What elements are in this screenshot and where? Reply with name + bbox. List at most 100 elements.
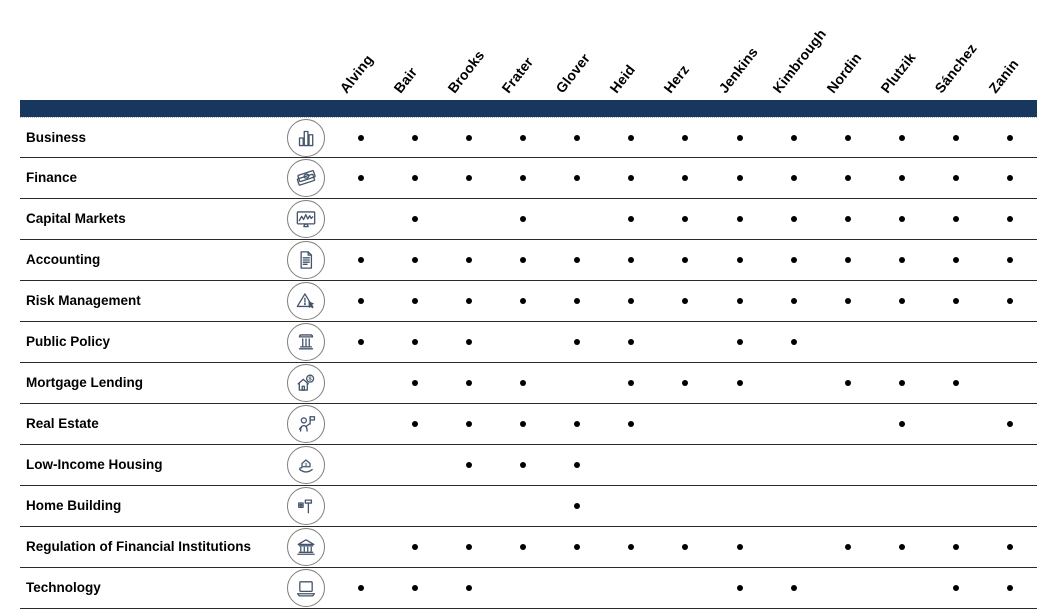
- matrix-cell-alving: [334, 199, 388, 239]
- matrix-cell-frater: [496, 445, 550, 485]
- matrix-cell-alving: [334, 445, 388, 485]
- matrix-cell-frater: [496, 527, 550, 567]
- matrix-cell-glover: [550, 322, 604, 362]
- row-label-cell: Public Policy: [20, 333, 278, 351]
- matrix-cell-heid: [604, 240, 658, 280]
- matrix-cell-jenkins: [713, 404, 767, 444]
- matrix-cell-heid: [604, 199, 658, 239]
- matrix-cell-nordin: [821, 199, 875, 239]
- column-header-name: Jenkins: [714, 43, 761, 96]
- hammer-icon: [287, 487, 325, 525]
- matrix-row: Capital Markets: [20, 199, 1037, 240]
- matrix-row: Accounting: [20, 240, 1037, 281]
- dot-marker: [574, 503, 581, 509]
- matrix-cell-sánchez: [929, 527, 983, 567]
- matrix-cell-glover: [550, 363, 604, 403]
- dot-marker: [520, 257, 527, 263]
- dot-marker: [358, 175, 365, 181]
- header-cell: Nordin: [821, 0, 875, 100]
- matrix-row: Real Estate: [20, 404, 1037, 445]
- matrix-cell-jenkins: [713, 281, 767, 321]
- dot-marker: [358, 257, 365, 263]
- dot-marker: [952, 380, 959, 386]
- matrix-body: Business Finance Capital Markets Accounting…: [20, 117, 1037, 609]
- matrix-cell-brooks: [442, 404, 496, 444]
- matrix-cell-plutzik: [875, 363, 929, 403]
- header-cell: Alving: [334, 0, 388, 100]
- matrix-cell-zanin: [983, 322, 1037, 362]
- dot-marker: [466, 257, 473, 263]
- matrix-cell-kimbrough: [767, 404, 821, 444]
- matrix-cell-herz: [658, 118, 712, 157]
- matrix-row: Regulation of Financial Institutions: [20, 527, 1037, 568]
- matrix-cell-heid: [604, 322, 658, 362]
- row-label: Risk Management: [26, 293, 141, 308]
- document-icon: [287, 241, 325, 279]
- stock-monitor-icon: [287, 200, 325, 238]
- matrix-cell-zanin: [983, 281, 1037, 321]
- dot-marker: [790, 339, 797, 345]
- dot-marker: [898, 216, 905, 222]
- row-label: Accounting: [26, 252, 101, 267]
- dot-marker: [682, 380, 689, 386]
- matrix-cell-brooks: [442, 199, 496, 239]
- dot-marker: [844, 175, 851, 181]
- matrix-cell-sánchez: [929, 445, 983, 485]
- header-cell: Frater: [496, 0, 550, 100]
- matrix-cell-nordin: [821, 445, 875, 485]
- dot-marker: [952, 216, 959, 222]
- dot-marker: [844, 298, 851, 304]
- matrix-row: Business: [20, 117, 1037, 158]
- dot-marker: [736, 339, 743, 345]
- matrix-cell-plutzik: [875, 527, 929, 567]
- dot-marker: [466, 585, 473, 591]
- matrix-cell-bair: [388, 527, 442, 567]
- dot-marker: [466, 421, 473, 427]
- dot-marker: [466, 380, 473, 386]
- dot-marker: [790, 175, 797, 181]
- row-label-cell: Home Building: [20, 497, 278, 515]
- column-header-name: Glover: [552, 50, 594, 96]
- dot-marker: [844, 134, 851, 141]
- matrix-cell-zanin: [983, 158, 1037, 198]
- matrix-cell-heid: [604, 404, 658, 444]
- dot-marker: [628, 339, 635, 345]
- matrix-cell-plutzik: [875, 568, 929, 608]
- column-header-name: Plutzik: [877, 49, 919, 96]
- matrix-cell-jenkins: [713, 527, 767, 567]
- matrix-cell-heid: [604, 527, 658, 567]
- matrix-cell-frater: [496, 363, 550, 403]
- matrix-cell-jenkins: [713, 363, 767, 403]
- dot-marker: [466, 134, 473, 141]
- warning-cursor-icon: [287, 282, 325, 320]
- row-icon-cell: [278, 405, 334, 443]
- dot-marker: [574, 462, 581, 468]
- row-label-cell: Accounting: [20, 251, 278, 269]
- dot-marker: [736, 544, 743, 550]
- dot-marker: [790, 134, 797, 141]
- dot-marker: [520, 216, 527, 222]
- matrix-cell-glover: [550, 199, 604, 239]
- matrix-cell-bair: [388, 445, 442, 485]
- row-icon-cell: $: [278, 446, 334, 484]
- row-label: Public Policy: [26, 334, 111, 349]
- matrix-cell-zanin: [983, 445, 1037, 485]
- matrix-cell-nordin: [821, 486, 875, 526]
- matrix-cell-frater: [496, 486, 550, 526]
- dot-marker: [898, 134, 905, 141]
- row-icon-cell: [278, 282, 334, 320]
- column-header-name: Frater: [498, 53, 537, 96]
- dot-marker: [412, 544, 419, 550]
- matrix-cell-bair: [388, 199, 442, 239]
- hand-house-icon: $: [287, 446, 325, 484]
- dot-marker: [574, 544, 581, 550]
- dot-marker: [736, 585, 743, 591]
- skills-matrix: Alving Bair Brooks Frater Glover Heid Herz Jenk…: [20, 0, 1037, 609]
- row-label-cell: Capital Markets: [20, 210, 278, 228]
- dot-marker: [628, 380, 635, 386]
- dot-marker: [412, 134, 419, 141]
- matrix-cell-frater: [496, 118, 550, 157]
- matrix-cell-heid: [604, 568, 658, 608]
- dot-marker: [844, 544, 851, 550]
